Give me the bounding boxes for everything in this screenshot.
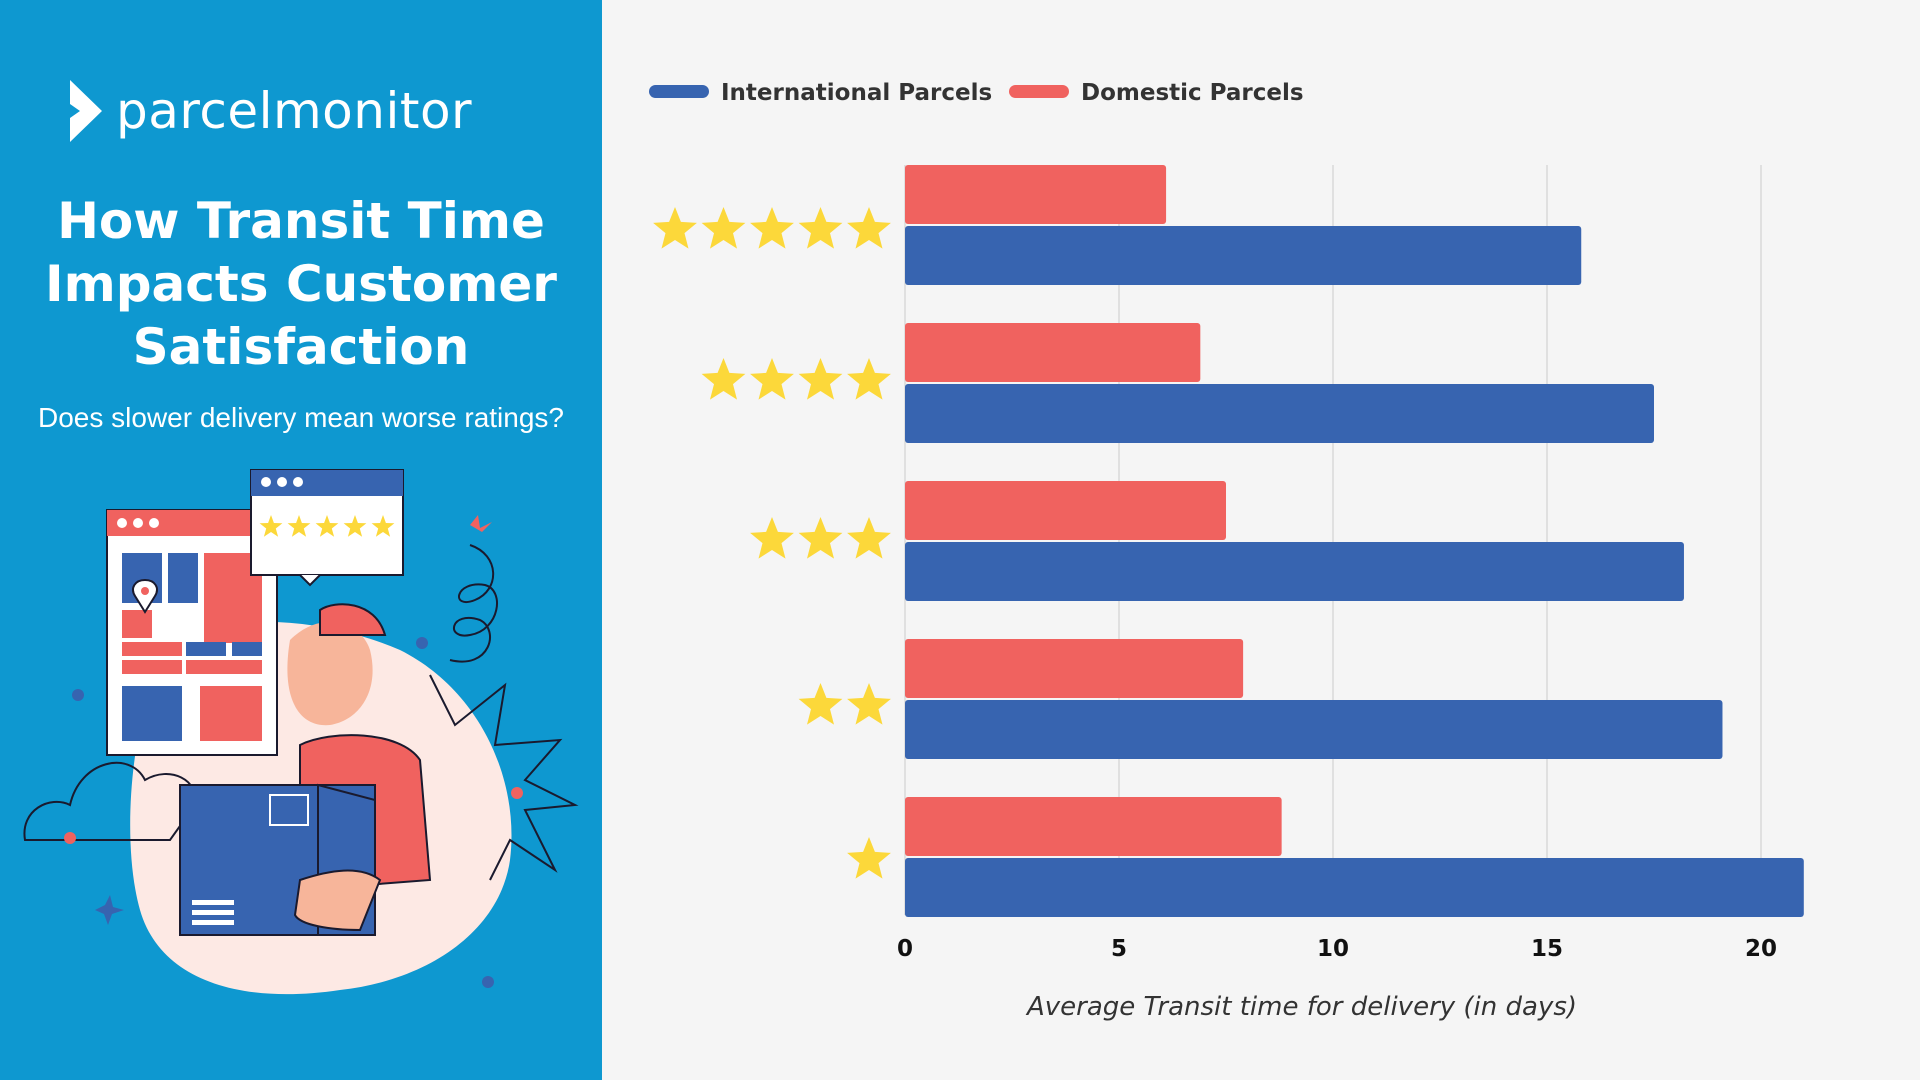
star-icon: [847, 517, 891, 559]
domestic-bar: [905, 797, 1282, 856]
transit-time-chart: International Parcels Domestic Parcels 0 5…: [649, 80, 1804, 1022]
courier-cap: [319, 603, 387, 636]
star-icon: [847, 837, 891, 879]
domestic-bar: [905, 323, 1201, 382]
legend-item: Domestic Parcels: [1009, 80, 1304, 106]
courier-face: [287, 621, 373, 726]
star-icon: [798, 358, 843, 400]
x-tick-label: 10: [1317, 936, 1349, 962]
sparkle-icon: [95, 895, 124, 925]
sparkle-icon: [470, 515, 492, 532]
decor-dot: [72, 689, 84, 701]
burst-decoration: [429, 674, 579, 881]
star-icon: [315, 515, 339, 537]
left-panel: parcelmonitor How Transit Time Impacts C…: [0, 0, 602, 1080]
star-icon: [847, 358, 891, 400]
star-rating-label: [750, 517, 891, 559]
star-icon: [371, 515, 395, 537]
courier-hand: [293, 869, 382, 932]
international-bar: [905, 858, 1804, 917]
star-icon: [798, 517, 843, 559]
x-axis-ticks: 0 5 10 15 20: [897, 936, 1777, 962]
decor-dot: [482, 976, 494, 988]
rating-bubble-titlebar: [251, 470, 403, 496]
domestic-bar: [905, 165, 1167, 224]
star-icon: [847, 207, 891, 249]
title-line: Satisfaction: [132, 318, 470, 376]
chart-bars: [905, 165, 1804, 917]
legend-label: International Parcels: [721, 80, 992, 106]
logo-text: parcelmonitor: [116, 82, 473, 140]
star-rating-label: [701, 358, 891, 400]
page-subtitle: Does slower delivery mean worse ratings?: [38, 402, 564, 433]
page-title: How Transit Time Impacts Customer Satisf…: [30, 190, 572, 379]
legend-swatch: [1009, 85, 1069, 98]
decor-dot: [64, 832, 76, 844]
star-icon: [701, 207, 746, 249]
decor-dot: [416, 637, 428, 649]
title-line: Impacts Customer: [45, 255, 557, 313]
star-icon: [287, 515, 311, 537]
cloud-outline: [23, 761, 197, 841]
star-icon: [750, 358, 794, 400]
legend-swatch: [649, 85, 709, 98]
x-tick-label: 15: [1531, 936, 1563, 962]
star-icon: [343, 515, 367, 537]
star-rating-label: [847, 837, 891, 879]
rating-stars: [259, 515, 395, 537]
legend-label: Domestic Parcels: [1081, 80, 1304, 106]
international-bar: [905, 542, 1684, 601]
x-tick-label: 5: [1111, 936, 1127, 962]
international-bar: [905, 700, 1723, 759]
international-bar: [905, 226, 1582, 285]
star-icon: [798, 207, 843, 249]
star-icon: [750, 517, 794, 559]
parcelmonitor-logo: parcelmonitor: [66, 78, 472, 144]
rating-category-labels: [653, 207, 891, 879]
star-icon: [259, 515, 283, 537]
international-bar: [905, 384, 1654, 443]
star-rating-label: [798, 683, 891, 725]
domestic-bar: [905, 481, 1226, 540]
map-pin-icon: [132, 578, 158, 614]
delivery-illustration: [23, 469, 579, 995]
logo-arrow-icon: [70, 80, 102, 142]
x-tick-label: 0: [897, 936, 913, 962]
star-icon: [701, 358, 746, 400]
decor-dot: [511, 787, 523, 799]
star-icon: [847, 683, 891, 725]
star-icon: [653, 207, 697, 249]
title-line: How Transit Time: [57, 192, 545, 250]
star-icon: [798, 683, 843, 725]
x-axis-title: Average Transit time for delivery (in da…: [1025, 992, 1577, 1022]
chart-legend: International Parcels Domestic Parcels: [649, 80, 1304, 106]
star-rating-label: [653, 207, 891, 249]
x-tick-label: 20: [1745, 936, 1777, 962]
domestic-bar: [905, 639, 1244, 698]
star-icon: [750, 207, 794, 249]
legend-item: International Parcels: [649, 80, 992, 106]
squiggle-decoration: [449, 544, 498, 663]
